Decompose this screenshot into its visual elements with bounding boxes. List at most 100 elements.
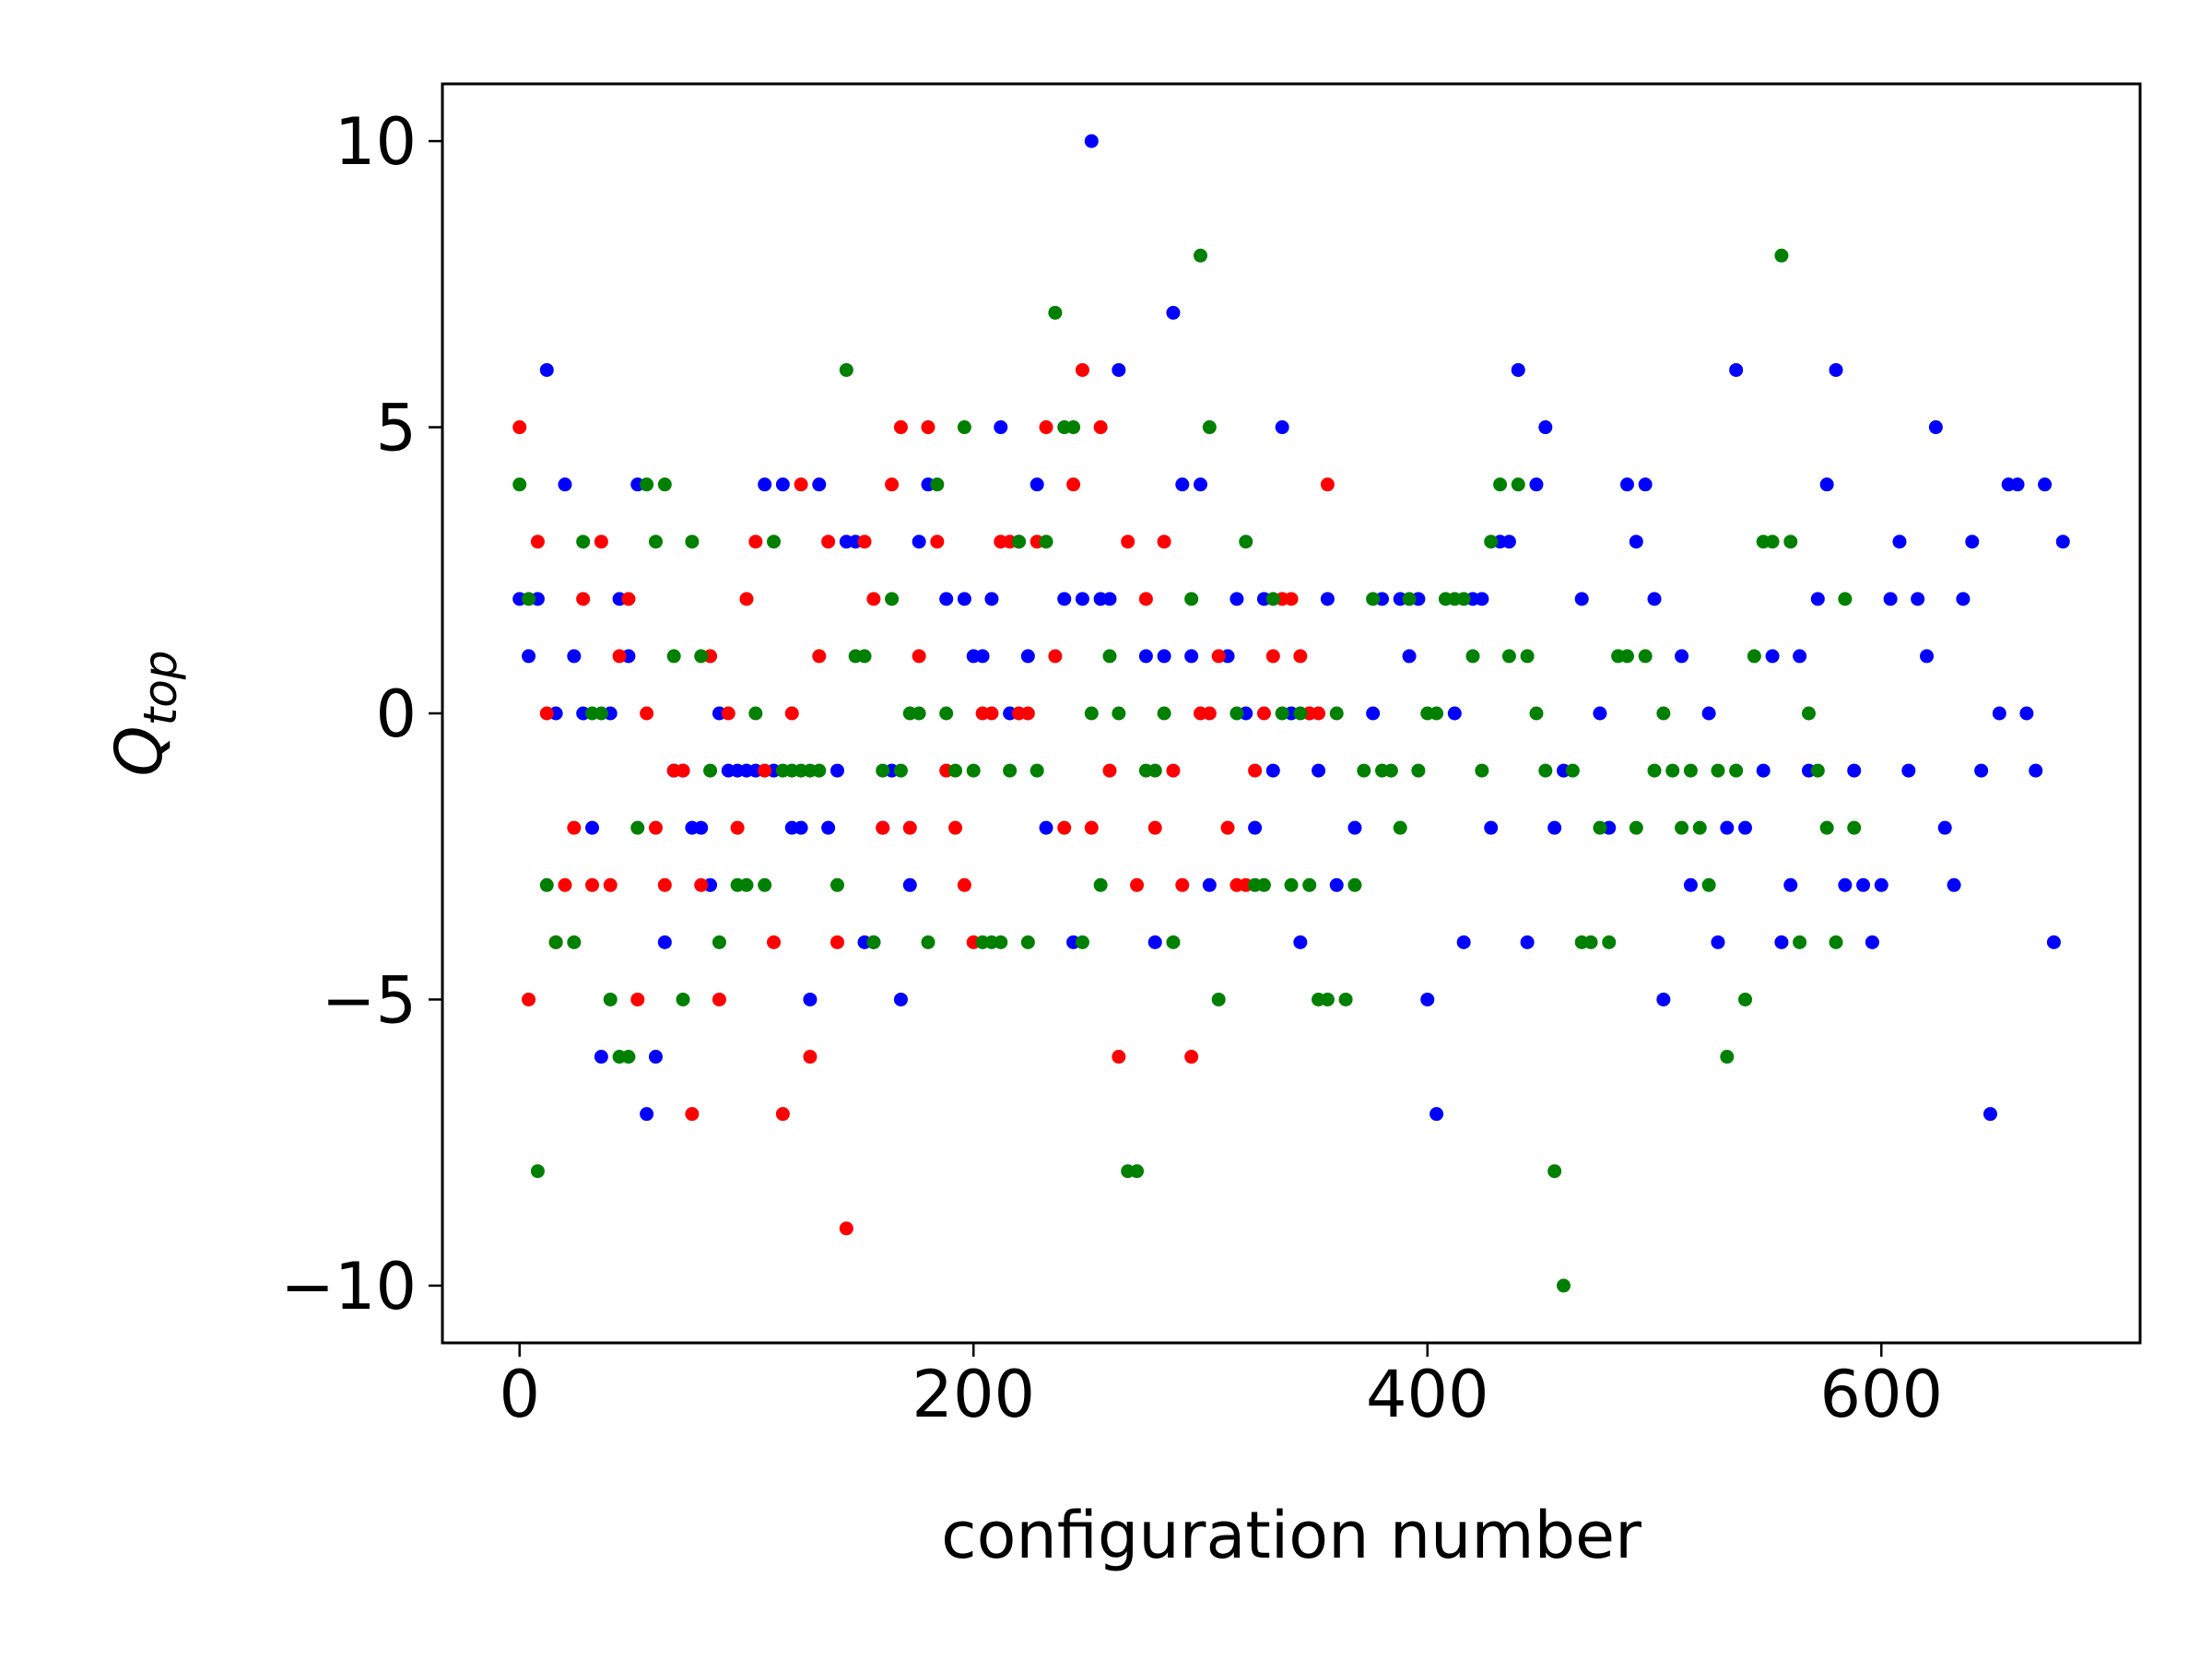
- point: [821, 535, 836, 549]
- point: [1112, 1050, 1126, 1065]
- point: [948, 763, 963, 778]
- point: [2055, 535, 2070, 549]
- point: [1484, 535, 1499, 549]
- point: [1838, 877, 1853, 892]
- point: [866, 935, 881, 949]
- point: [1184, 1050, 1199, 1065]
- point: [839, 362, 853, 377]
- point: [1847, 820, 1862, 835]
- x-tick-label: 200: [912, 1357, 1035, 1432]
- point: [1747, 649, 1761, 664]
- point: [902, 877, 917, 892]
- point: [930, 477, 945, 492]
- point: [585, 820, 600, 835]
- point: [1447, 706, 1462, 721]
- point: [2038, 477, 2053, 492]
- point: [893, 992, 908, 1006]
- point: [1711, 763, 1725, 778]
- point: [1711, 935, 1725, 949]
- point: [1075, 592, 1089, 606]
- point: [830, 935, 844, 949]
- point: [2019, 706, 2034, 721]
- point: [1329, 877, 1344, 892]
- point: [1066, 477, 1081, 492]
- point: [1475, 592, 1489, 606]
- point: [1765, 535, 1780, 549]
- point: [1720, 820, 1735, 835]
- point: [966, 763, 981, 778]
- point: [512, 420, 527, 435]
- point: [1565, 763, 1580, 778]
- point: [1020, 935, 1035, 949]
- point: [775, 1107, 790, 1122]
- point: [1048, 305, 1063, 320]
- point: [902, 820, 917, 835]
- point: [1602, 935, 1617, 949]
- point: [1920, 649, 1935, 664]
- point: [1039, 535, 1053, 549]
- point: [1683, 877, 1698, 892]
- point: [984, 706, 999, 721]
- point: [957, 877, 971, 892]
- point: [758, 877, 772, 892]
- point: [657, 935, 672, 949]
- point: [1402, 592, 1417, 606]
- point: [1157, 706, 1171, 721]
- point: [912, 649, 926, 664]
- point: [975, 649, 990, 664]
- point: [1501, 535, 1516, 549]
- point: [939, 592, 954, 606]
- point: [1256, 706, 1271, 721]
- point: [630, 820, 645, 835]
- point: [1629, 535, 1643, 549]
- point: [857, 649, 872, 664]
- point: [921, 420, 935, 435]
- point: [1493, 477, 1508, 492]
- point: [594, 535, 608, 549]
- point: [1366, 706, 1381, 721]
- point: [1647, 763, 1662, 778]
- point: [739, 877, 754, 892]
- point: [1456, 592, 1471, 606]
- point: [1202, 877, 1217, 892]
- y-tick-label: 5: [375, 391, 417, 466]
- point: [712, 992, 726, 1006]
- point: [1211, 992, 1226, 1006]
- point: [1312, 706, 1326, 721]
- point: [1638, 477, 1653, 492]
- y-tick-label: −10: [280, 1249, 417, 1324]
- point: [812, 763, 827, 778]
- point: [1793, 649, 1807, 664]
- point: [1293, 935, 1308, 949]
- point: [1202, 706, 1217, 721]
- point: [984, 592, 999, 606]
- point: [1293, 706, 1308, 721]
- point: [1075, 935, 1089, 949]
- point: [1974, 763, 1989, 778]
- x-tick-label: 0: [499, 1357, 540, 1432]
- point: [1338, 992, 1353, 1006]
- point: [1347, 877, 1362, 892]
- point: [1619, 477, 1634, 492]
- point: [1430, 706, 1444, 721]
- point: [640, 477, 654, 492]
- point: [1302, 877, 1317, 892]
- point: [1756, 763, 1771, 778]
- point: [594, 706, 608, 721]
- point: [1220, 820, 1235, 835]
- point: [1901, 763, 1916, 778]
- point: [1911, 592, 1925, 606]
- point: [694, 649, 709, 664]
- point: [1992, 706, 2006, 721]
- point: [1265, 763, 1280, 778]
- point: [657, 477, 672, 492]
- y-axis-label-sub: top: [134, 650, 187, 725]
- point: [1856, 877, 1871, 892]
- point: [1675, 820, 1689, 835]
- point: [794, 477, 808, 492]
- point: [2046, 935, 2061, 949]
- point: [1166, 305, 1181, 320]
- point: [1956, 592, 1971, 606]
- point: [1774, 935, 1789, 949]
- point: [558, 477, 572, 492]
